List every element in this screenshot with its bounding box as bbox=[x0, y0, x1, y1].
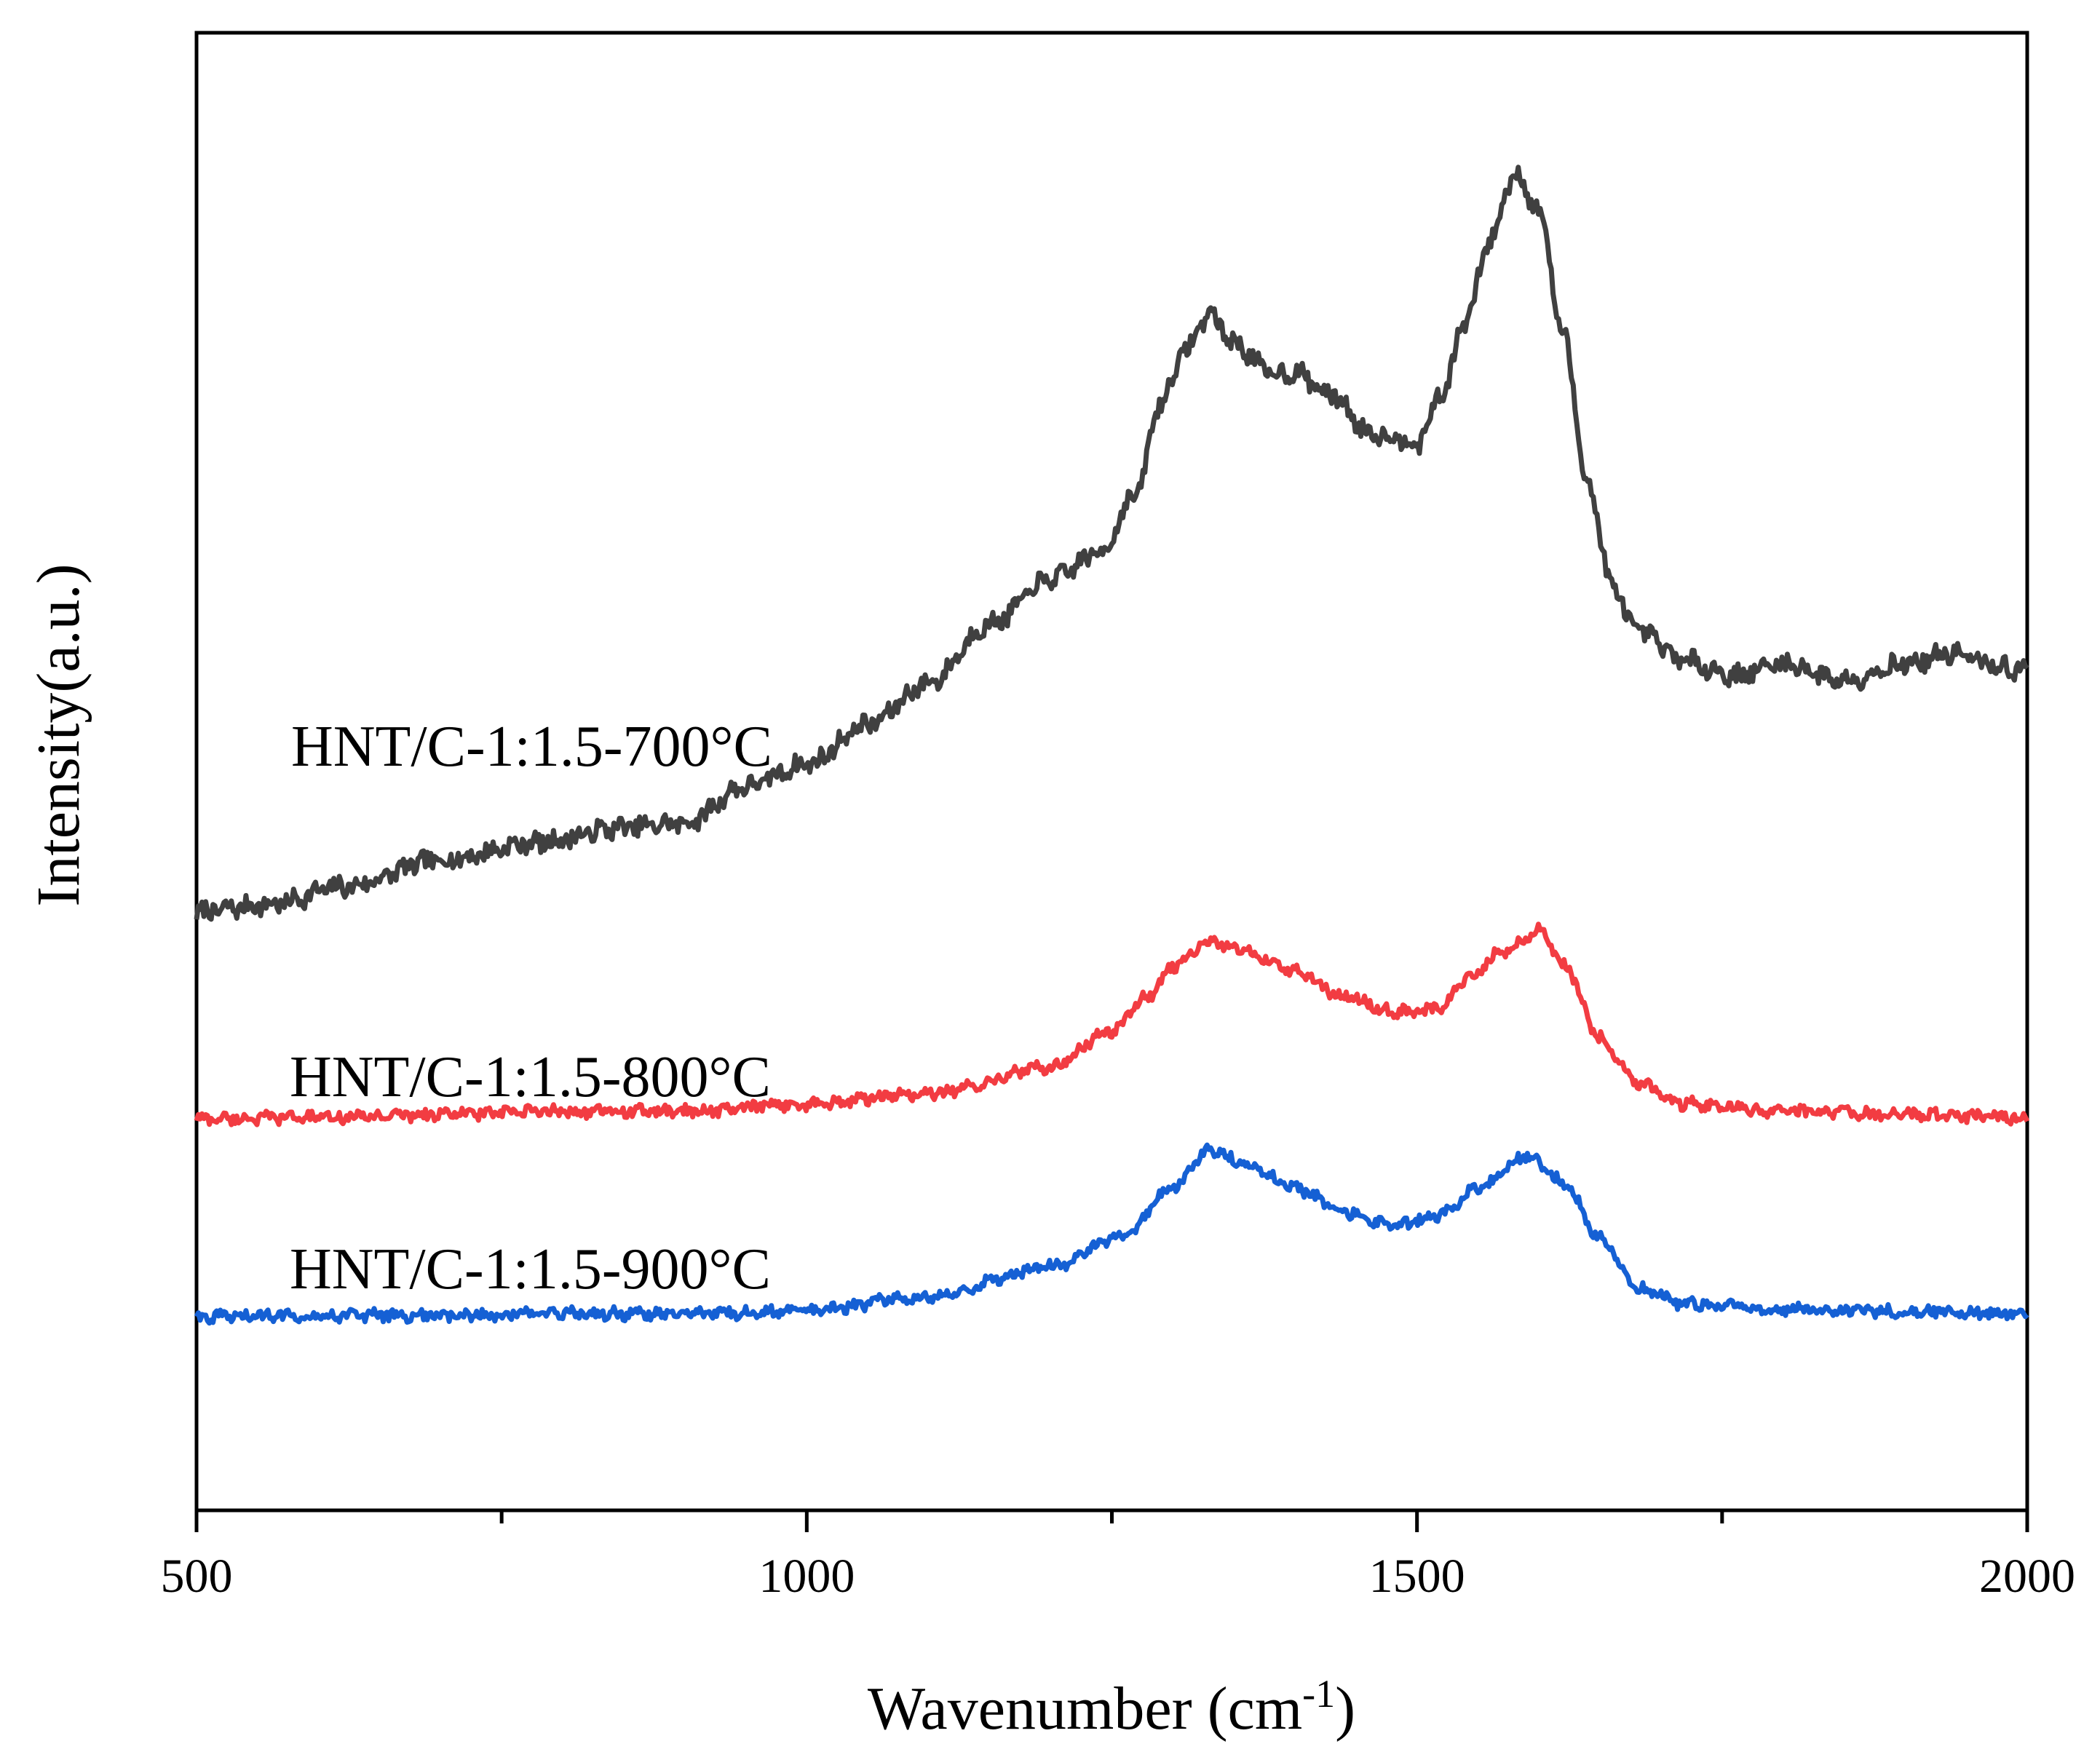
x-axis-title: Wavenumber (cm-1) bbox=[868, 1672, 1355, 1743]
series-line-900c bbox=[194, 1142, 2029, 1326]
x-tick-label: 1000 bbox=[758, 1550, 855, 1603]
x-axis-tick-labels: 500 1000 1500 2000 bbox=[161, 1550, 2076, 1603]
x-tick-label: 500 bbox=[161, 1550, 233, 1603]
x-tick-label: 1500 bbox=[1369, 1550, 1465, 1603]
series-layer bbox=[194, 164, 2030, 1326]
x-tick-label: 2000 bbox=[1979, 1550, 2075, 1603]
series-line-700c bbox=[194, 164, 2029, 922]
x-axis-ticks bbox=[194, 1510, 2029, 1532]
series-label-800: HNT/C-1:1.5-800°C bbox=[290, 1045, 771, 1109]
series-label-700: HNT/C-1:1.5-700°C bbox=[291, 715, 772, 779]
series-line-800c bbox=[194, 921, 2030, 1127]
y-axis-title: Intensity(a.u.) bbox=[25, 563, 92, 906]
series-label-900: HNT/C-1:1.5-900°C bbox=[290, 1237, 771, 1301]
